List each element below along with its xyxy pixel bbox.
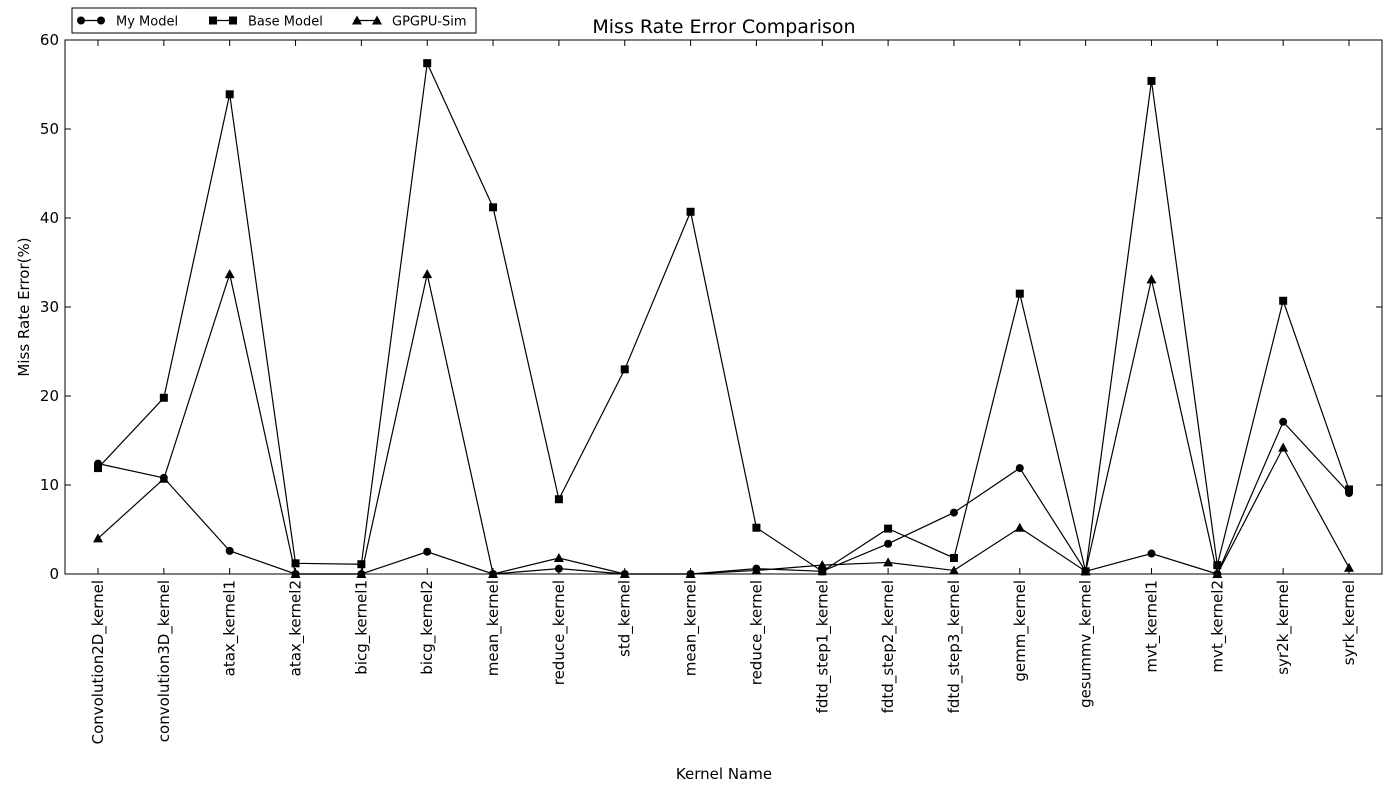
x-tick-label: fdtd_step3_kernel (945, 580, 964, 713)
x-tick-label: convolution3D_kernel (155, 580, 174, 742)
y-tick-label: 30 (40, 298, 59, 316)
y-tick-label: 50 (40, 120, 59, 138)
data-point (423, 59, 432, 68)
x-tick-label: gemm_kernel (1011, 580, 1030, 682)
data-point (620, 365, 629, 374)
series-line (97, 271, 1350, 576)
data-point (949, 553, 958, 562)
y-tick-label: 10 (40, 476, 59, 494)
data-point (751, 565, 762, 575)
data-point (554, 564, 563, 573)
plot-frame (64, 39, 1383, 575)
data-point (553, 552, 564, 562)
data-point (883, 557, 894, 567)
data-point (554, 495, 563, 504)
data-point (686, 207, 695, 216)
data-point (356, 569, 367, 578)
data-point (422, 269, 433, 279)
legend-label: My Model (116, 15, 178, 30)
legend-marker (372, 15, 382, 25)
data-point (1014, 522, 1025, 532)
series-line (97, 60, 1350, 573)
data-point (685, 569, 696, 578)
plot-area: 0 10 20 30 40 50 60 Convolution2D_kernel convolu… (40, 31, 1383, 744)
data-point (948, 565, 959, 575)
y-tick-label: 60 (40, 31, 59, 49)
data-point (224, 269, 235, 279)
data-point (1278, 442, 1289, 452)
data-point (225, 546, 234, 555)
data-point (357, 560, 366, 569)
legend-marker (77, 16, 85, 25)
x-tick-label: gesummv_kernel (1077, 580, 1096, 708)
x-tick-label: Convolution2D_kernel (89, 580, 108, 744)
y-tick-label: 0 (49, 565, 59, 583)
series-2 (94, 59, 1353, 576)
legend-marker (209, 16, 217, 25)
data-point (1213, 561, 1222, 570)
data-point (488, 569, 499, 578)
x-tick-label: mvt_kernel1 (1142, 580, 1161, 673)
data-point (817, 560, 828, 570)
x-tick-label: syr2k_kernel (1274, 580, 1293, 675)
data-point (884, 524, 893, 533)
data-point (159, 393, 168, 402)
x-tick-label: bicg_kernel2 (418, 580, 437, 675)
chart-title: Miss Rate Error Comparison (592, 16, 855, 38)
data-point (1015, 464, 1024, 473)
x-tick-label: reduce_kernel (550, 580, 569, 685)
x-tick-label: mvt_kernel2 (1208, 580, 1227, 673)
y-tick-label: 20 (40, 387, 59, 405)
data-point (291, 559, 300, 568)
legend-box (71, 7, 477, 34)
data-point (1146, 274, 1157, 284)
legend: My Model Base Model GPGPU-Sim (71, 7, 477, 34)
data-point (290, 569, 301, 578)
data-point (1147, 549, 1156, 558)
y-axis-label: Miss Rate Error(%) (15, 237, 33, 376)
data-point (94, 464, 102, 473)
x-tick-label: reduce_kernel (747, 580, 766, 685)
legend-label: Base Model (248, 15, 323, 30)
data-point (423, 547, 432, 556)
data-point (884, 539, 893, 548)
x-tick-label: bicg_kernel1 (352, 580, 371, 675)
data-point (489, 203, 498, 212)
data-point (752, 523, 761, 532)
x-tick-label: fdtd_step1_kernel (813, 580, 832, 713)
data-point (1080, 566, 1091, 576)
data-point (1345, 485, 1353, 494)
y-tick-label: 40 (40, 209, 59, 227)
x-tick-label: atax_kernel1 (221, 580, 240, 676)
x-tick-label: syrk_kernel (1340, 580, 1359, 665)
data-point (1015, 289, 1024, 298)
series-3 (93, 269, 1354, 578)
x-tick-label: fdtd_step2_kernel (879, 580, 898, 713)
data-point (1279, 296, 1288, 305)
series-1 (94, 417, 1353, 578)
legend-label: GPGPU-Sim (392, 15, 467, 30)
data-point (619, 569, 630, 578)
x-tick-label: mean_kernel (682, 580, 701, 676)
legend-marker (352, 15, 362, 25)
legend-marker (229, 16, 237, 25)
data-point (1279, 417, 1288, 426)
data-point (949, 508, 958, 517)
x-tick-label: atax_kernel2 (287, 580, 306, 676)
x-tick-label: std_kernel (616, 580, 635, 657)
data-point (818, 567, 827, 576)
data-point (1212, 569, 1223, 578)
series-line (97, 420, 1350, 575)
legend-marker (97, 16, 105, 25)
data-point (93, 533, 103, 543)
x-axis-label: Kernel Name (676, 765, 772, 783)
data-point (225, 90, 234, 99)
x-tick-label: mean_kernel (484, 580, 503, 676)
data-point (1344, 562, 1354, 572)
data-point (158, 473, 169, 483)
data-point (1147, 76, 1156, 85)
